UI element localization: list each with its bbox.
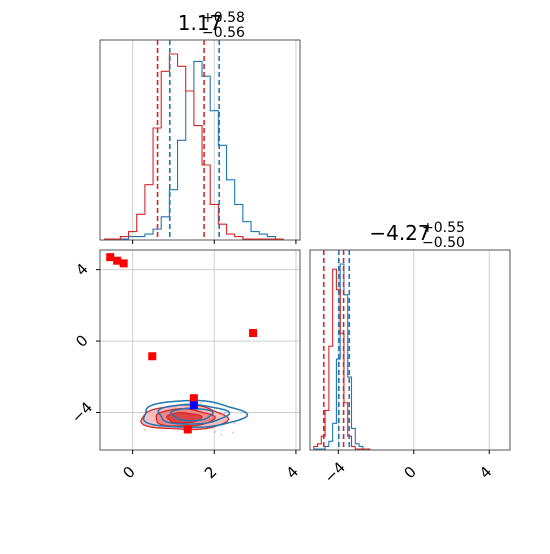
hist1-quantile-lines — [156, 40, 220, 240]
scatter-sample-point — [231, 431, 234, 434]
scatter-x-tick-label-2: 4 — [283, 463, 302, 482]
scatter-sample-point — [220, 433, 223, 436]
hist2-tick-label-1: 0 — [400, 463, 419, 482]
true-value-marker — [189, 401, 198, 410]
panel-scatter-contour: 0 2 4 4 0 −4 — [68, 249, 302, 482]
hist2-series-0 — [313, 263, 371, 450]
scatter-marker-5 — [189, 394, 198, 403]
hist1-title-sup: +0.58 — [202, 10, 245, 26]
hist1-frame — [99, 39, 301, 241]
scatter-marker-3 — [148, 352, 157, 361]
scatter-y-tick-label-2: −4 — [68, 398, 96, 426]
hist2-tick-label-2: 4 — [476, 463, 495, 482]
scatter-sample-point — [224, 411, 227, 414]
contour-blue-level-1 — [157, 403, 231, 425]
hist2-title-main: −4.27 — [369, 221, 430, 245]
scatter-sample-point — [143, 428, 146, 431]
hist2-title: −4.27 — [369, 221, 430, 245]
scatter-y-ticks: 4 0 −4 — [68, 260, 100, 427]
hist2-frame — [309, 249, 511, 451]
scatter-marker-4 — [249, 329, 258, 338]
hist1-title-sub: −0.56 — [202, 25, 245, 41]
hist2-x-ticks: −4 0 4 — [321, 450, 495, 487]
scatter-sample-point — [214, 430, 217, 433]
hist1-title: 1.17 — [178, 11, 223, 35]
panel-hist-param1: 1.17 +0.58 −0.56 — [99, 10, 301, 244]
contour-blue-level-2 — [169, 407, 214, 422]
hist2-grid — [337, 250, 490, 450]
hist1-x-ticks — [132, 240, 297, 244]
hist2-series-1 — [313, 268, 371, 450]
scatter-y-tick-label-1: 0 — [72, 331, 91, 350]
hist1-title-main: 1.17 — [178, 11, 223, 35]
hist2-title-sub: −0.50 — [422, 235, 465, 251]
hist1-series-1 — [104, 53, 284, 240]
scatter-x-tick-label-0: 0 — [119, 463, 138, 482]
scatter-contours — [140, 399, 249, 431]
hist2-quantile-lines — [322, 250, 351, 450]
contour-blue-level-0 — [142, 399, 249, 428]
scatter-markers — [106, 253, 258, 434]
hist1-series — [104, 53, 284, 240]
hist2-title-sup: +0.55 — [422, 220, 465, 236]
scatter-sample-point — [233, 422, 236, 425]
scatter-y-tick-label-0: 4 — [72, 260, 91, 279]
hist2-tick-label-0: −4 — [321, 458, 349, 486]
hist1-series-0 — [104, 60, 284, 240]
scatter-marker-2 — [119, 259, 128, 268]
scatter-frame — [99, 249, 301, 451]
hist2-series — [313, 263, 371, 450]
scatter-marker-0 — [106, 253, 115, 262]
scatter-x-tick-label-1: 2 — [201, 463, 220, 482]
scatter-sample-point — [199, 402, 202, 404]
scatter-marker-6 — [183, 425, 192, 434]
scatter-marker-1 — [113, 256, 122, 265]
hist1-grid — [132, 40, 297, 240]
panel-hist-param2: −4 0 4 −4.27 +0.55 −0.50 — [309, 220, 511, 487]
scatter-x-ticks: 0 2 4 — [119, 450, 302, 482]
